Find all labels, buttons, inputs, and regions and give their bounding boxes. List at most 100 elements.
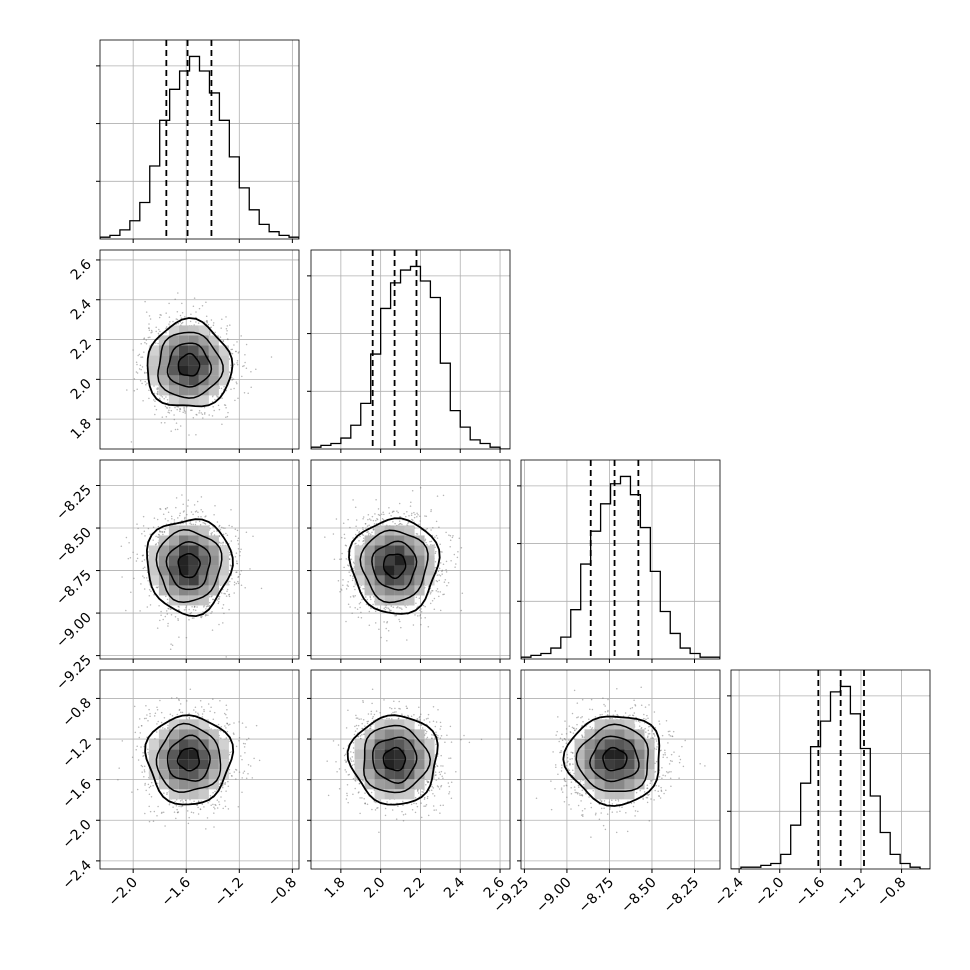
scatter-point bbox=[183, 407, 185, 410]
scatter-point bbox=[360, 718, 362, 720]
density-cell bbox=[574, 739, 585, 750]
scatter-point bbox=[353, 733, 356, 736]
density-cell bbox=[594, 749, 605, 760]
scatter-point bbox=[572, 763, 574, 765]
scatter-point bbox=[437, 736, 439, 739]
scatter-point bbox=[569, 771, 571, 774]
density-cell bbox=[198, 719, 209, 730]
scatter-point bbox=[144, 784, 146, 786]
scatter-point bbox=[369, 727, 371, 730]
density-cell bbox=[594, 789, 605, 800]
density-cell bbox=[384, 595, 395, 606]
contour-line bbox=[346, 714, 439, 806]
scatter-point bbox=[193, 297, 196, 299]
scatter-point bbox=[187, 822, 190, 825]
scatter-point bbox=[165, 331, 167, 334]
scatter-point bbox=[156, 723, 158, 725]
scatter-point bbox=[367, 530, 369, 533]
scatter-point bbox=[398, 618, 400, 621]
histogram-panel-2 bbox=[517, 459, 721, 663]
scatter-point bbox=[441, 569, 444, 572]
scatter-point bbox=[160, 812, 163, 814]
density-cell bbox=[208, 555, 219, 566]
scatter-point bbox=[360, 616, 363, 619]
density-cell bbox=[188, 759, 199, 770]
scatter-point bbox=[560, 770, 563, 772]
scatter-point bbox=[198, 409, 201, 412]
scatter-point bbox=[148, 820, 151, 823]
scatter-point bbox=[170, 430, 172, 432]
scatter-point bbox=[352, 747, 355, 749]
scatter-point bbox=[550, 780, 552, 782]
scatter-point bbox=[402, 813, 405, 816]
scatter-point bbox=[405, 515, 407, 518]
scatter-point bbox=[225, 416, 227, 419]
density-cell bbox=[148, 355, 159, 366]
scatter-point bbox=[655, 760, 658, 763]
scatter-point bbox=[201, 615, 203, 617]
density-cell bbox=[614, 729, 625, 740]
contour-line bbox=[155, 528, 223, 604]
scatter-point bbox=[347, 580, 349, 583]
scatter-point bbox=[149, 810, 152, 813]
scatter-point bbox=[576, 702, 579, 704]
panel-frame bbox=[520, 669, 721, 870]
scatter-point bbox=[606, 713, 609, 716]
scatter-point bbox=[631, 707, 634, 709]
scatter-point bbox=[352, 751, 355, 754]
scatter-point bbox=[157, 805, 159, 808]
scatter-point bbox=[417, 615, 419, 617]
scatter-point bbox=[582, 784, 585, 786]
scatter-point bbox=[614, 710, 617, 712]
scatter-point bbox=[429, 540, 431, 543]
scatter-point bbox=[197, 806, 199, 809]
scatter-point bbox=[400, 626, 402, 629]
scatter-point bbox=[463, 734, 465, 737]
scatter-point bbox=[570, 793, 573, 795]
density-cell bbox=[624, 789, 635, 800]
scatter-point bbox=[624, 712, 627, 714]
scatter-point bbox=[570, 786, 572, 789]
scatter-point bbox=[402, 804, 404, 806]
scatter-point bbox=[147, 579, 149, 582]
scatter-point bbox=[654, 726, 657, 729]
scatter-point bbox=[658, 795, 660, 797]
scatter-point bbox=[664, 751, 666, 754]
scatter-point bbox=[165, 396, 167, 398]
scatter-point bbox=[393, 711, 396, 713]
scatter-point bbox=[230, 774, 233, 777]
scatter-point bbox=[671, 760, 673, 762]
scatter-point bbox=[555, 734, 557, 736]
scatter-point bbox=[386, 801, 388, 803]
scatter-point bbox=[231, 348, 234, 351]
x-tick-label: −8.50 bbox=[618, 875, 660, 917]
scatter-point bbox=[576, 716, 578, 719]
density-cell bbox=[624, 779, 635, 790]
density-cell bbox=[178, 749, 189, 760]
scatter-point bbox=[577, 716, 579, 718]
scatter-point bbox=[152, 539, 154, 541]
scatter-point bbox=[655, 784, 657, 787]
scatter-point bbox=[225, 333, 228, 335]
scatter-point bbox=[236, 363, 239, 366]
scatter-point bbox=[225, 790, 227, 792]
density-cell bbox=[218, 355, 229, 366]
scatter-point bbox=[598, 818, 601, 821]
scatter-point bbox=[611, 717, 613, 720]
scatter-point bbox=[201, 304, 204, 307]
density-cell bbox=[198, 729, 209, 740]
scatter-point bbox=[176, 713, 179, 716]
scatter-point bbox=[157, 391, 159, 393]
scatter-point bbox=[455, 563, 457, 565]
density-cell bbox=[374, 585, 385, 596]
scatter-point bbox=[423, 719, 425, 721]
scatter-point bbox=[178, 636, 180, 638]
scatter-point bbox=[367, 720, 370, 723]
scatter-point bbox=[217, 723, 220, 726]
scatter-point bbox=[139, 380, 142, 382]
density-cell bbox=[188, 565, 199, 576]
scatter-point bbox=[181, 711, 184, 714]
scatter-point bbox=[152, 820, 155, 822]
density-cell bbox=[188, 525, 199, 536]
scatter-point bbox=[200, 496, 203, 498]
